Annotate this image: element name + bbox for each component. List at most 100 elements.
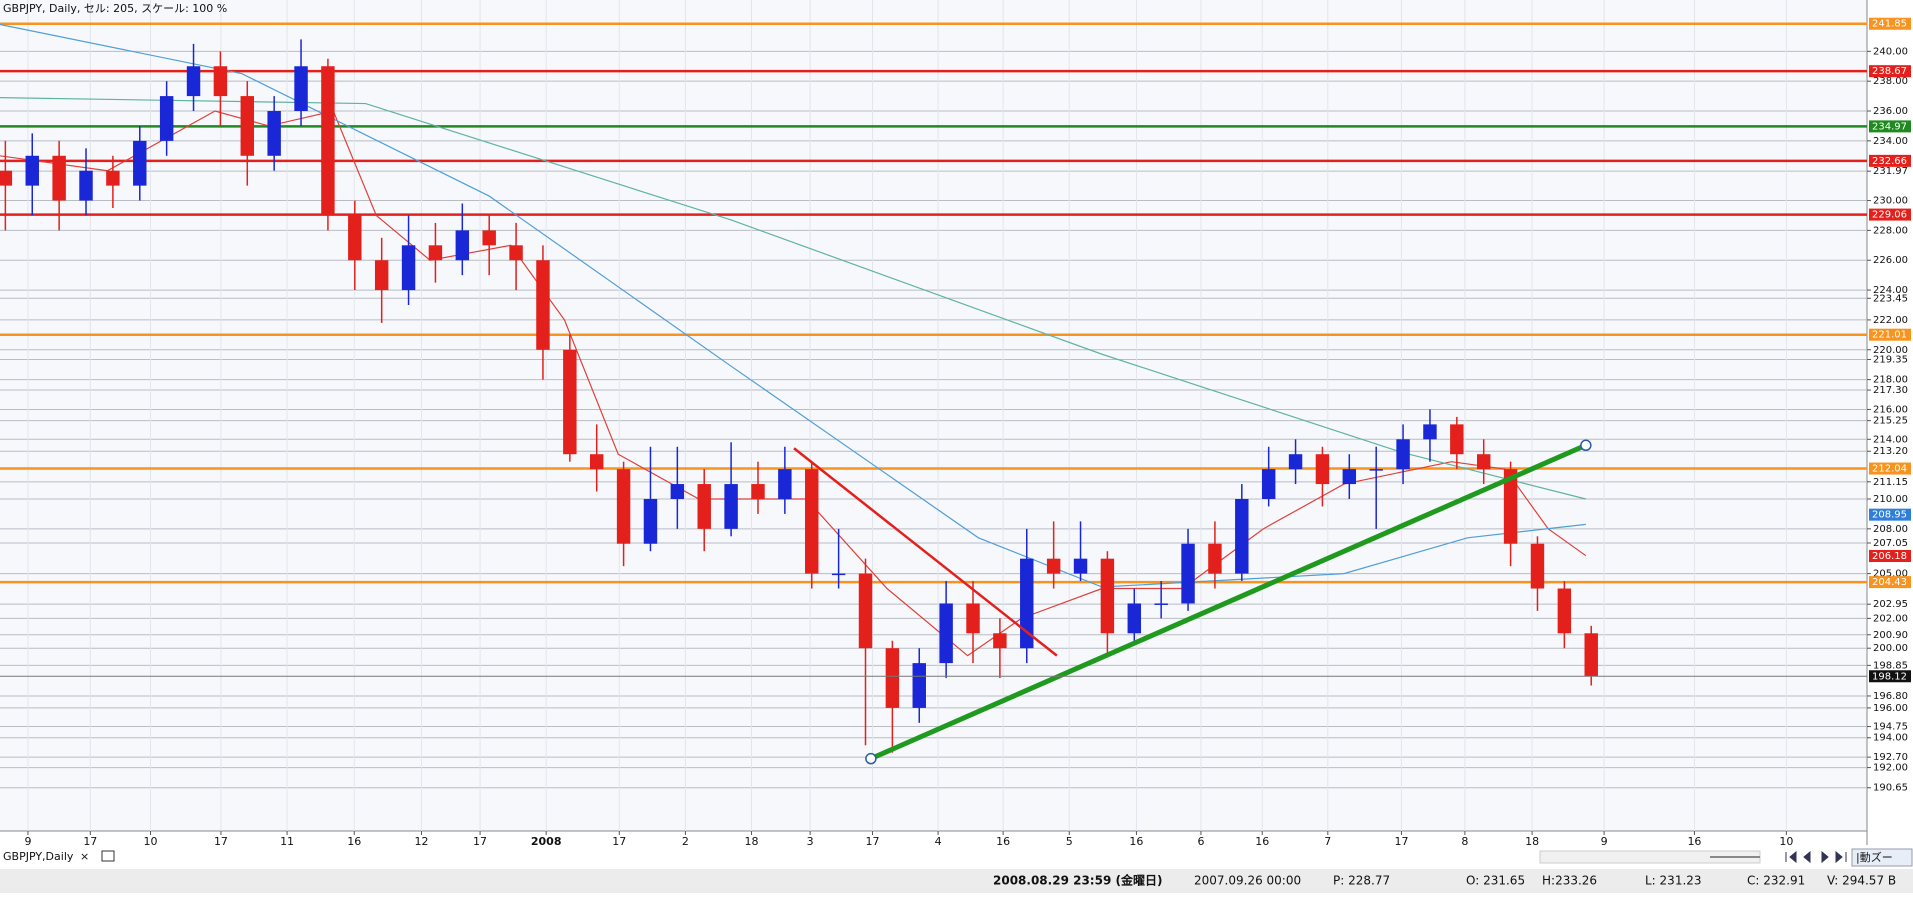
y-tick-label: 192.00 bbox=[1873, 763, 1908, 774]
tab-bar bbox=[0, 846, 1913, 868]
candle-body bbox=[1503, 469, 1518, 544]
zoom-button-label[interactable]: |動ズー bbox=[1856, 850, 1893, 864]
candle-body bbox=[1100, 558, 1115, 634]
candle-body bbox=[1450, 424, 1464, 455]
level-label-box bbox=[1869, 462, 1911, 475]
level-label: 241.85 bbox=[1872, 19, 1907, 30]
zoom-button[interactable] bbox=[1851, 848, 1913, 867]
status-field: 2008.08.29 23:59 (金曜日) bbox=[993, 873, 1162, 888]
tab-label[interactable]: GBPJPY,Daily bbox=[3, 850, 74, 863]
candle-body bbox=[1127, 603, 1142, 634]
candle-body bbox=[321, 66, 335, 216]
candle-body bbox=[1073, 558, 1088, 574]
x-tick-label: 18 bbox=[1525, 835, 1539, 848]
x-tick-label: 17 bbox=[865, 835, 879, 848]
status-field: V: 294.57 B bbox=[1827, 874, 1896, 888]
trend-anchor bbox=[865, 752, 877, 765]
y-tick-label: 236.00 bbox=[1873, 106, 1908, 117]
y-tick-label: 202.00 bbox=[1873, 613, 1908, 624]
candle-body bbox=[133, 140, 147, 186]
candle-body bbox=[267, 111, 281, 156]
nav-arrows[interactable] bbox=[1785, 850, 1847, 864]
y-tick-label: 238.00 bbox=[1873, 76, 1908, 87]
candle-body bbox=[1020, 558, 1034, 649]
y-tick-label: 190.65 bbox=[1873, 783, 1908, 794]
level-label-box bbox=[1869, 65, 1911, 78]
candle-body bbox=[616, 469, 631, 544]
candle-body bbox=[1181, 543, 1195, 604]
y-tick-label: 226.00 bbox=[1873, 255, 1908, 266]
x-tick-label: 4 bbox=[935, 835, 942, 848]
candle-body bbox=[1423, 424, 1437, 440]
candle-body bbox=[0, 170, 13, 186]
level-label: 238.67 bbox=[1872, 66, 1907, 77]
candle-body bbox=[536, 260, 550, 350]
trend-line bbox=[793, 447, 1058, 657]
candle-body bbox=[643, 498, 658, 544]
candle-body bbox=[509, 245, 523, 261]
candle-body bbox=[401, 245, 416, 291]
price-label: 198.12 bbox=[1872, 671, 1907, 682]
level-label-box bbox=[1869, 154, 1911, 167]
candle-body bbox=[1261, 469, 1276, 499]
candle-body bbox=[939, 603, 953, 664]
status-field: C: 232.91 bbox=[1747, 874, 1805, 888]
tab-close[interactable]: × bbox=[80, 850, 89, 863]
y-tick-label: 208.00 bbox=[1873, 524, 1908, 535]
price-label-box bbox=[1869, 549, 1911, 562]
candle-body bbox=[1530, 543, 1545, 589]
candle-body bbox=[79, 170, 93, 201]
level-label: 232.66 bbox=[1872, 156, 1907, 167]
level-label-box bbox=[1869, 208, 1911, 221]
x-tick-label: 7 bbox=[1324, 835, 1331, 848]
status-field: H:233.26 bbox=[1542, 874, 1597, 888]
candle-body bbox=[1315, 454, 1330, 485]
x-tick-label: 3 bbox=[807, 835, 814, 848]
y-tick-label: 228.00 bbox=[1873, 225, 1908, 236]
tab-icon[interactable] bbox=[101, 850, 115, 862]
y-tick-label: 200.90 bbox=[1873, 630, 1908, 641]
candle-body bbox=[670, 484, 685, 499]
x-tick-label: 16 bbox=[1687, 835, 1701, 848]
x-tick-label: 16 bbox=[996, 835, 1010, 848]
status-bar bbox=[0, 869, 1913, 893]
candle-body bbox=[1557, 588, 1572, 634]
level-label: 221.01 bbox=[1872, 330, 1907, 341]
candle-body bbox=[831, 573, 846, 576]
candle-body bbox=[912, 663, 926, 708]
candle-body bbox=[348, 215, 362, 261]
candle-body bbox=[589, 454, 604, 470]
y-tick-label: 205.00 bbox=[1873, 569, 1908, 580]
y-tick-label: 217.30 bbox=[1873, 385, 1908, 396]
y-tick-label: 196.00 bbox=[1873, 703, 1908, 714]
x-tick-label: 9 bbox=[1601, 835, 1608, 848]
x-tick-label: 9 bbox=[24, 835, 31, 848]
y-tick-label: 214.00 bbox=[1873, 434, 1908, 445]
candle-body bbox=[751, 484, 765, 499]
x-tick-label: 10 bbox=[144, 835, 158, 848]
candle-body bbox=[805, 469, 819, 574]
y-tick-label: 202.95 bbox=[1873, 599, 1908, 610]
level-label: 212.04 bbox=[1872, 464, 1907, 475]
candle-body bbox=[455, 230, 470, 261]
level-label: 229.06 bbox=[1872, 210, 1907, 221]
x-tick-label: 2008 bbox=[531, 835, 562, 848]
status-field: P: 228.77 bbox=[1333, 874, 1390, 888]
candle-body bbox=[106, 170, 120, 186]
y-tick-label: 240.00 bbox=[1873, 46, 1908, 57]
price-label-box bbox=[1869, 670, 1911, 683]
candle-body bbox=[52, 155, 66, 201]
candle-body bbox=[240, 96, 255, 156]
candle-body bbox=[1584, 633, 1598, 677]
candle-body bbox=[428, 245, 443, 261]
x-tick-label: 18 bbox=[745, 835, 759, 848]
x-tick-label: 17 bbox=[473, 835, 487, 848]
x-tick-label: 16 bbox=[347, 835, 361, 848]
y-tick-label: 198.85 bbox=[1873, 660, 1908, 671]
level-label: 234.97 bbox=[1872, 121, 1907, 132]
level-label-box bbox=[1869, 17, 1911, 30]
x-tick-label: 17 bbox=[612, 835, 626, 848]
candle-body bbox=[1235, 498, 1249, 574]
price-label-box bbox=[1869, 508, 1911, 521]
